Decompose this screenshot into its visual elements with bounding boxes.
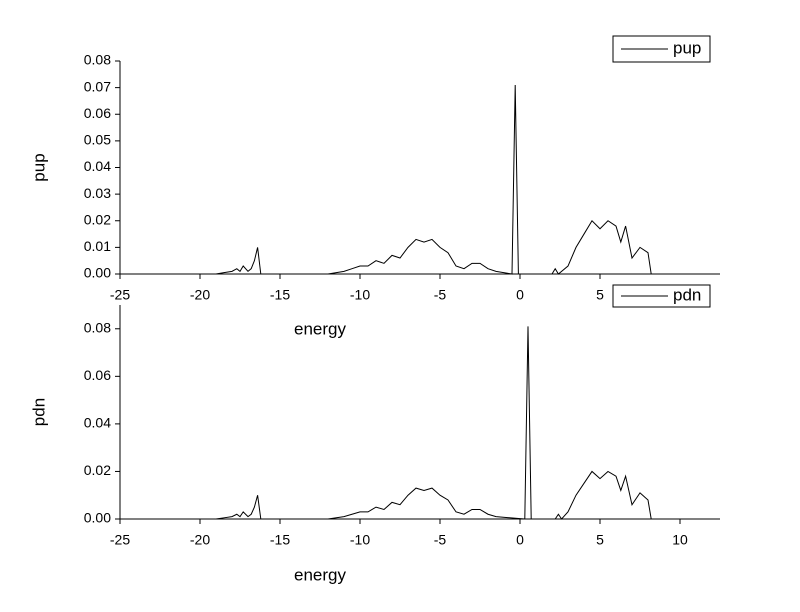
y-axis-label: pdn — [29, 398, 48, 426]
x-tick-label: -25 — [110, 532, 130, 548]
y-tick-label: 0.04 — [84, 415, 111, 431]
y-tick-label: 0.02 — [84, 211, 111, 227]
x-tick-label: 5 — [596, 287, 604, 303]
y-tick-label: 0.08 — [84, 319, 111, 335]
y-tick-label: 0.02 — [84, 462, 111, 478]
y-tick-label: 0.06 — [84, 367, 111, 383]
x-tick-label: -20 — [190, 287, 210, 303]
y-axis-label: pup — [29, 153, 48, 181]
x-tick-label: -10 — [350, 287, 370, 303]
x-tick-label: -5 — [434, 287, 447, 303]
x-tick-label: -5 — [434, 532, 447, 548]
x-tick-label: -15 — [270, 532, 290, 548]
y-tick-label: 0.01 — [84, 238, 111, 254]
x-tick-label: 5 — [596, 532, 604, 548]
x-axis-label: energy — [294, 565, 346, 584]
x-tick-label: 10 — [672, 532, 688, 548]
series-line — [120, 84, 720, 275]
x-tick-label: -15 — [270, 287, 290, 303]
y-tick-label: 0.08 — [84, 52, 111, 68]
series-line — [120, 326, 720, 520]
x-tick-label: 0 — [516, 287, 524, 303]
legend-label: pdn — [673, 285, 701, 304]
y-tick-label: 0.00 — [84, 265, 111, 281]
y-tick-label: 0.00 — [84, 510, 111, 526]
y-tick-label: 0.04 — [84, 158, 111, 174]
x-tick-label: -25 — [110, 287, 130, 303]
x-tick-label: -10 — [350, 532, 370, 548]
legend-label: pup — [673, 38, 701, 57]
x-tick-label: 0 — [516, 532, 524, 548]
x-tick-label: -20 — [190, 532, 210, 548]
x-axis-label: energy — [294, 319, 346, 338]
y-tick-label: 0.07 — [84, 78, 111, 94]
y-tick-label: 0.03 — [84, 185, 111, 201]
y-tick-label: 0.05 — [84, 132, 111, 148]
y-tick-label: 0.06 — [84, 105, 111, 121]
